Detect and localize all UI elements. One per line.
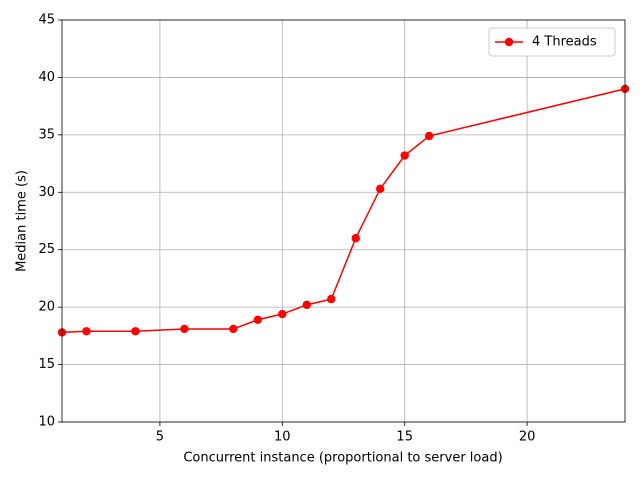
data-point (376, 184, 385, 194)
data-point (229, 324, 238, 334)
data-point (302, 300, 311, 310)
plot-frame (61, 19, 626, 423)
y-tick-label: 15 (38, 357, 55, 372)
legend-box (488, 27, 616, 57)
data-point (82, 327, 91, 336)
y-tick-label: 20 (38, 300, 55, 315)
legend-label: 4 Threads (532, 35, 597, 50)
y-tick-label: 45 (38, 13, 55, 28)
data-point (424, 131, 434, 141)
x-axis-label: Concurrent instance (proportional to ser… (183, 451, 502, 466)
y-tick-label: 25 (38, 242, 55, 257)
y-tick-label: 40 (38, 70, 55, 85)
legend-marker (504, 37, 514, 47)
x-tick-label: 5 (156, 430, 164, 445)
data-point (400, 151, 409, 160)
data-point (180, 324, 189, 334)
data-point (131, 327, 140, 336)
y-axis-label: Median time (s) (15, 170, 30, 272)
y-tick-label: 35 (38, 127, 55, 142)
y-tick-label: 10 (38, 415, 55, 430)
x-tick-label: 20 (519, 430, 536, 445)
x-tick-label: 10 (274, 430, 291, 445)
data-point (351, 234, 360, 243)
x-tick-label: 15 (396, 430, 413, 445)
data-point (253, 315, 263, 324)
data-point (278, 309, 287, 319)
data-point (327, 294, 336, 304)
y-tick-label: 30 (38, 185, 55, 200)
legend: 4 Threads (488, 27, 616, 57)
series-line (61, 88, 626, 334)
